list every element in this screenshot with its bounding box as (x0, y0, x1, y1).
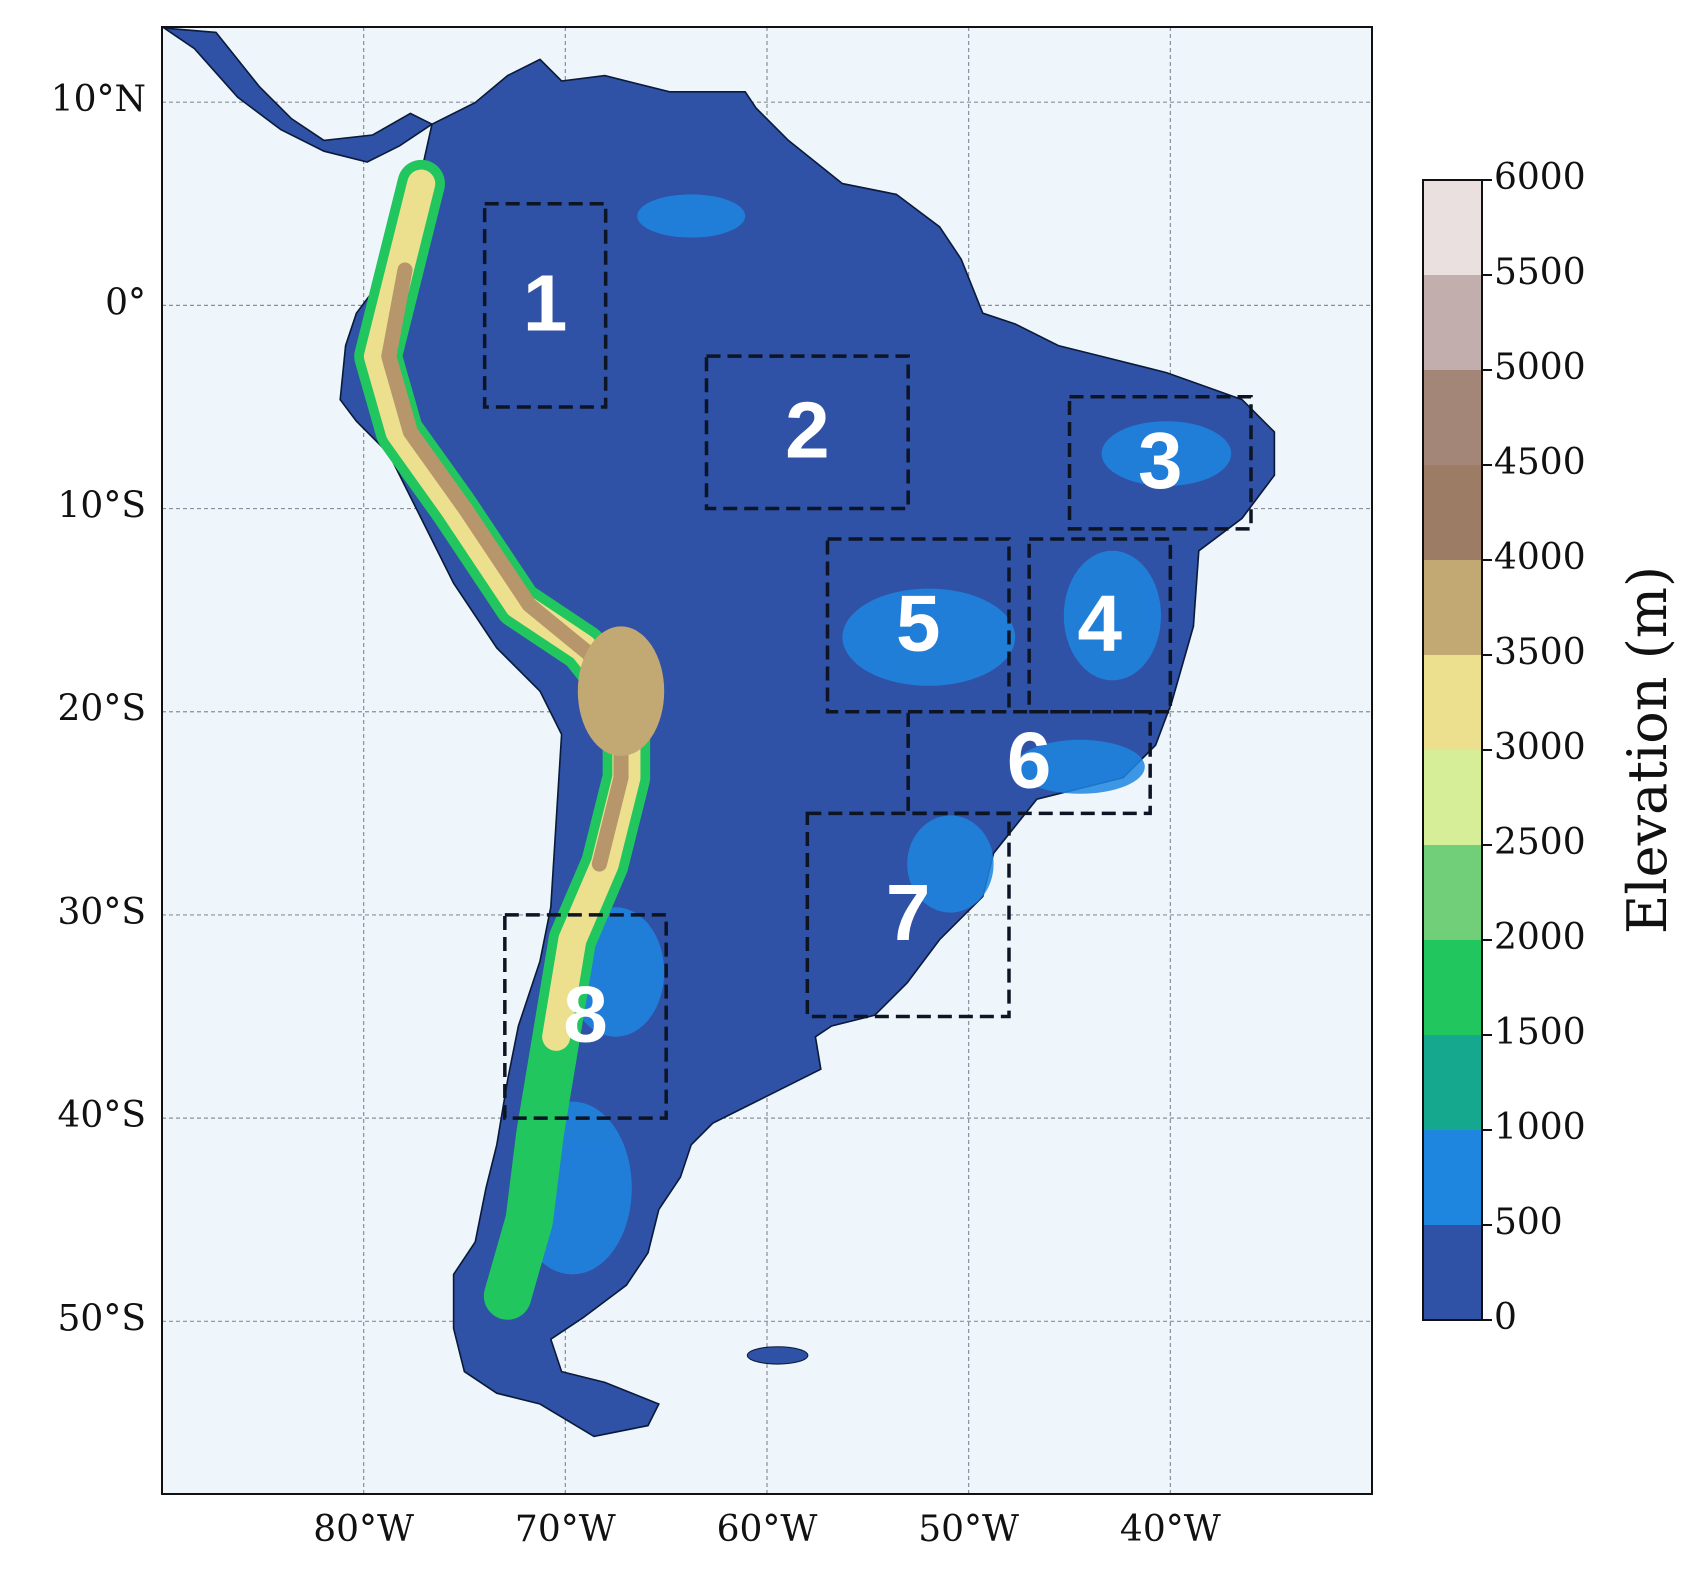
region-label: 4 (1078, 579, 1123, 668)
x-tick-label: 80°W (313, 1509, 414, 1550)
region-label: 8 (563, 970, 608, 1059)
colorbar-tick-label: 1000 (1494, 1107, 1586, 1148)
region-box (906, 709, 1152, 816)
colorbar-segment (1423, 560, 1482, 655)
altiplano (577, 626, 665, 756)
colorbar-tick-label: 5000 (1494, 347, 1586, 388)
colorbar-segment (1423, 1225, 1482, 1320)
y-tick-label: 20°S (58, 689, 146, 730)
colorbar-tick-label: 3000 (1494, 727, 1586, 768)
colorbar-tick-label: 2500 (1494, 822, 1586, 863)
colorbar-segment (1423, 750, 1482, 845)
y-tick-label: 50°S (58, 1298, 146, 1339)
south-america (339, 58, 1276, 1438)
region-label: 3 (1138, 416, 1183, 505)
land (161, 27, 1276, 1438)
x-tick-label: 50°W (918, 1509, 1019, 1550)
colorbar-segment (1423, 275, 1482, 370)
region-label: 7 (886, 868, 931, 957)
region-box (1067, 395, 1253, 531)
colorbar-segment (1423, 1035, 1482, 1130)
colorbar-tick-label: 5500 (1494, 252, 1586, 293)
colorbar-segment (1423, 655, 1482, 750)
colorbar-label: Elevation (m) (1616, 566, 1679, 934)
colorbar: 0 500 1000 1500 2000 2500 3000 3500 4000 4500 5000… (1422, 157, 1679, 1338)
y-tick-label: 10°N (51, 79, 146, 120)
region-box (482, 202, 608, 409)
colorbar-tick-label: 0 (1494, 1297, 1517, 1338)
colorbar-tick-label: 2000 (1494, 917, 1586, 958)
region-label: 6 (1007, 716, 1052, 805)
regions: 1 2 34 567 8 (482, 202, 1253, 1120)
colorbar-segment (1423, 1130, 1482, 1225)
colorbar-tick-label: 1500 (1494, 1012, 1586, 1053)
colorbar-tick-label: 500 (1494, 1202, 1563, 1243)
region-label: 5 (896, 579, 941, 668)
colorbar-segment (1423, 845, 1482, 940)
frame (161, 26, 1373, 1495)
colorbar-segment (1423, 465, 1482, 560)
y-tick-label: 10°S (58, 486, 146, 527)
x-tick-label: 70°W (515, 1509, 616, 1550)
x-tick-label: 40°W (1120, 1509, 1221, 1550)
colorbar-tick-label: 3500 (1494, 632, 1586, 673)
y-tick-label: 40°S (58, 1095, 146, 1136)
region-box (503, 913, 668, 1120)
falklands (746, 1346, 809, 1365)
region-label: 1 (523, 258, 568, 347)
region-box (805, 811, 1011, 1019)
colorbar-segment (1423, 940, 1482, 1035)
y-tick-label: 0° (105, 282, 146, 323)
region-box (704, 354, 910, 511)
colorbar-tick-label: 6000 (1494, 157, 1586, 198)
colorbar-tick-label: 4000 (1494, 537, 1586, 578)
region-label: 2 (785, 385, 830, 474)
colorbar-segment (1423, 370, 1482, 465)
colorbar-tick-label: 4500 (1494, 442, 1586, 483)
x-tick-label: 60°W (717, 1509, 818, 1550)
colorbar-segment (1423, 180, 1482, 275)
y-tick-label: 30°S (58, 892, 146, 933)
